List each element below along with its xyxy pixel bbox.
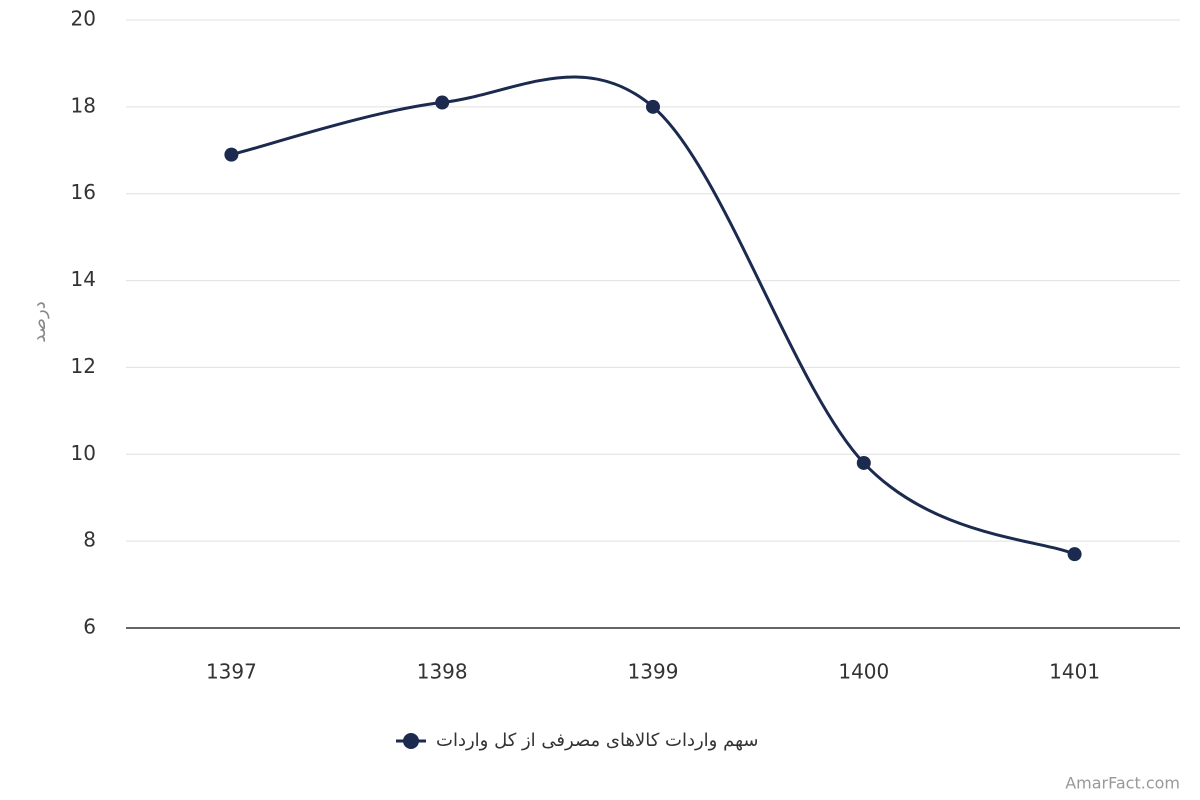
y-axis-label: درصد [29,301,50,342]
y-tick-label: 14 [71,267,96,291]
y-tick-label: 20 [71,7,96,31]
x-tick-label: 1399 [628,660,679,684]
point [856,455,871,470]
x-tick-label: 1397 [206,660,257,684]
point [646,99,660,114]
x-tick-label: 1401 [1049,660,1100,684]
y-tick-label: 10 [71,441,96,465]
x-tick-label: 1400 [838,660,889,684]
y-tick-label: 12 [71,354,96,378]
y-tick-label: 16 [71,180,96,204]
y-tick-label: 8 [83,528,96,552]
point [1067,547,1082,562]
legend-marker [403,733,419,749]
series-line [231,75,1076,556]
x-tick-label: 1398 [417,660,468,684]
point [435,95,450,110]
credit: AmarFact.com [1065,774,1180,793]
y-tick-label: 6 [83,615,96,639]
point [224,147,239,162]
y-tick-label: 18 [71,93,96,117]
legend-label: سهم واردات کالاهای مصرفی از کل واردات [436,730,758,751]
